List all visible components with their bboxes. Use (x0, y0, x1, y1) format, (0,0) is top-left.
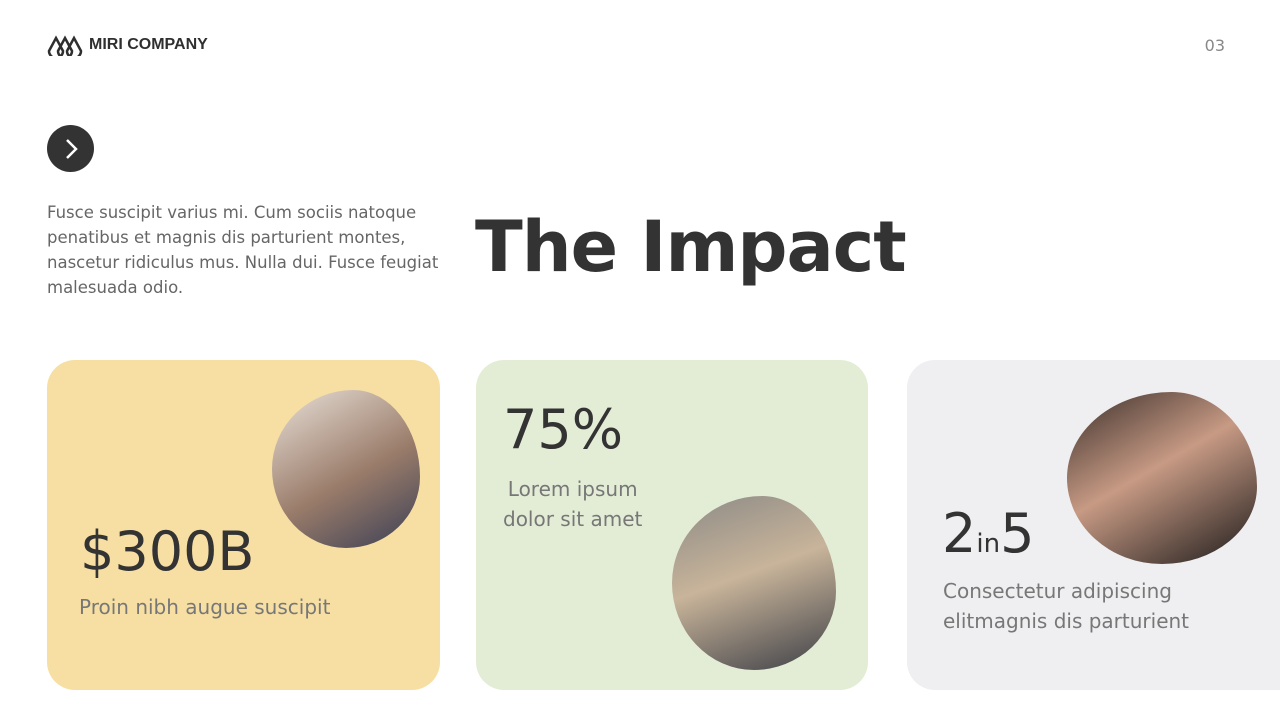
stat-label: Consectetur adipiscing elitmagnis dis par… (943, 579, 1190, 633)
company-name: MIRI COMPANY (89, 36, 208, 53)
page-title: The Impact (475, 206, 907, 288)
intro-text: Fusce suscipit varius mi. Cum sociis nat… (47, 203, 439, 297)
logo: MIRI COMPANY (47, 34, 208, 56)
stat-card-3: 2in5 Consectetur adipiscing elitmagnis di… (907, 360, 1280, 690)
logo-icon (47, 35, 83, 56)
page-number: 03 (1204, 36, 1225, 55)
stat-value: 75% (503, 398, 624, 461)
photo-stressed-man (672, 496, 836, 670)
chevron-right-icon (65, 138, 78, 159)
stat-value: $300B (80, 520, 255, 583)
photo-stressed-woman (272, 390, 420, 548)
stat-label: Proin nibh augue suscipit (79, 595, 331, 619)
next-button[interactable] (47, 125, 94, 172)
stat-label: Lorem ipsum dolor sit amet (503, 477, 643, 531)
photo-covering-face (1067, 392, 1257, 564)
stat-card-1: $300B Proin nibh augue suscipit (47, 360, 440, 690)
stat-card-2: 75% Lorem ipsum dolor sit amet (476, 360, 868, 690)
stat-value: 2in5 (942, 502, 1035, 565)
